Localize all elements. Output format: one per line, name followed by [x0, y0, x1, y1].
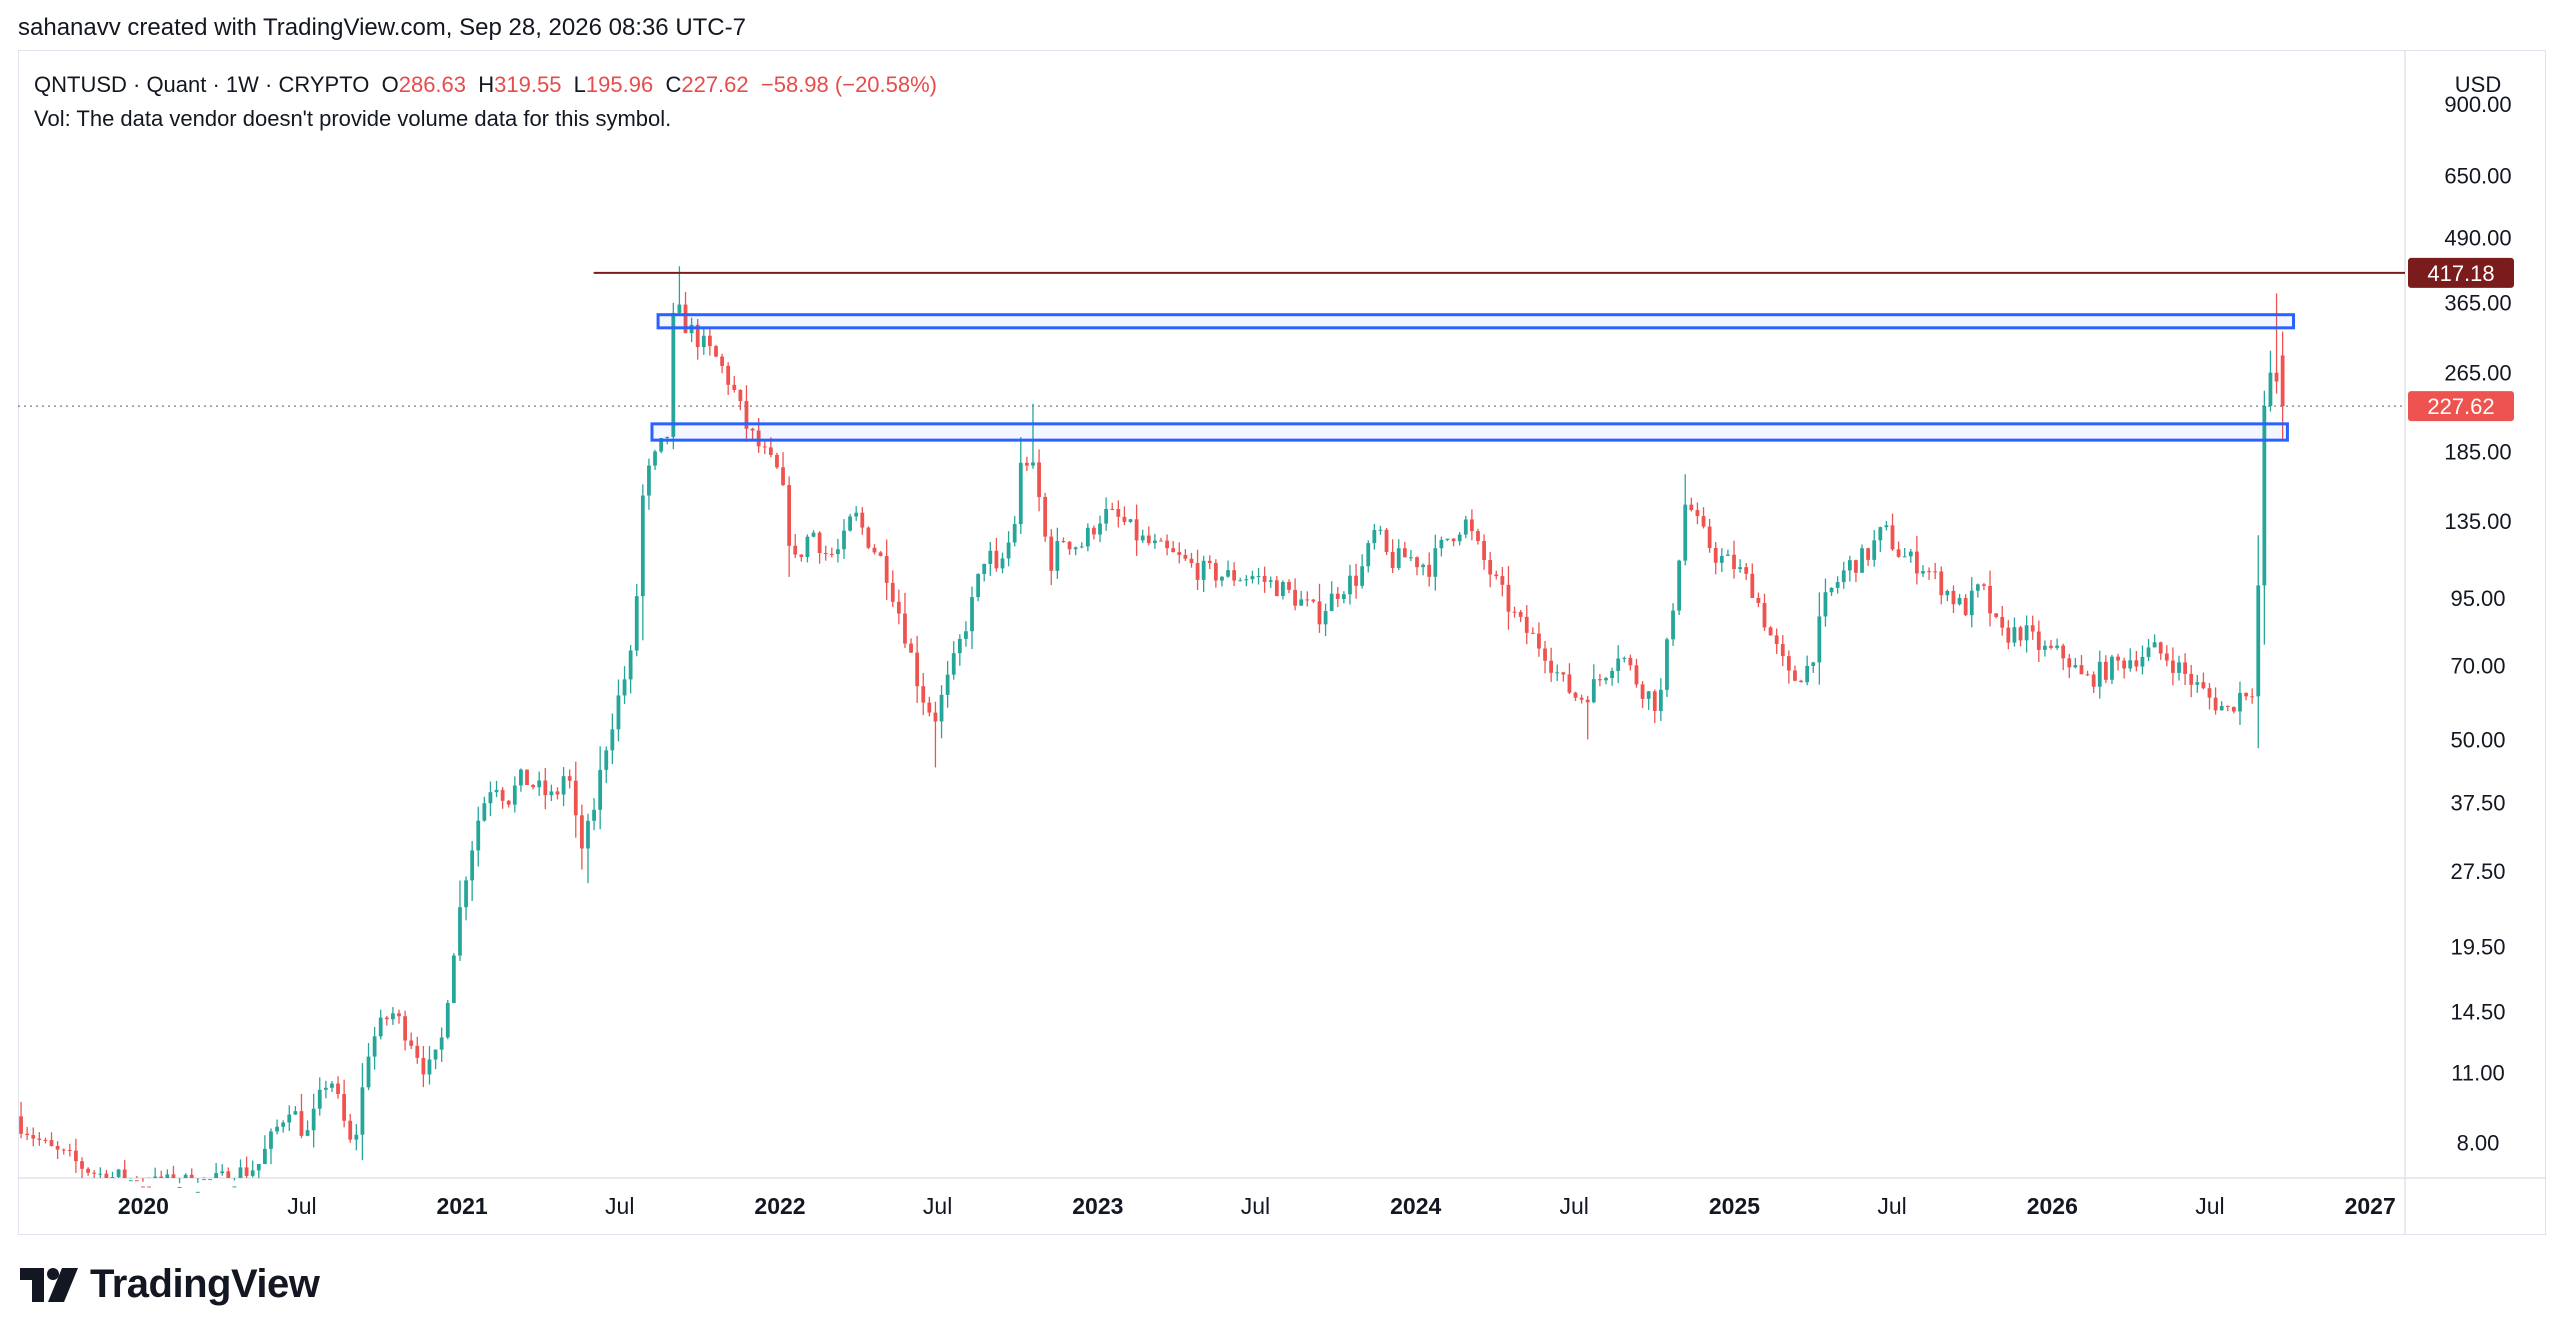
symbol-label[interactable]: QNTUSD · Quant · 1W · CRYPTO	[34, 72, 370, 97]
ohlc-row: QNTUSD · Quant · 1W · CRYPTO O286.63 H31…	[34, 68, 937, 102]
low-value: 195.96	[585, 72, 654, 97]
low-label: L	[573, 72, 586, 97]
change-value: −58.98 (−20.58%)	[760, 72, 938, 97]
chart-legend: QNTUSD · Quant · 1W · CRYPTO O286.63 H31…	[34, 68, 937, 136]
chart-frame	[18, 50, 2546, 1235]
open-label: O	[381, 72, 399, 97]
brand-name: TradingView	[90, 1262, 320, 1306]
volume-note: Vol: The data vendor doesn't provide vol…	[34, 106, 672, 131]
chart-credit: sahanavv created with TradingView.com, S…	[18, 14, 746, 41]
high-label: H	[478, 72, 495, 97]
tradingview-logo-icon	[20, 1267, 78, 1302]
high-value: 319.55	[494, 72, 562, 97]
tradingview-logo[interactable]: TradingView	[20, 1262, 320, 1307]
close-value: 227.62	[681, 72, 749, 97]
close-label: C	[665, 72, 682, 97]
open-value: 286.63	[398, 72, 467, 97]
